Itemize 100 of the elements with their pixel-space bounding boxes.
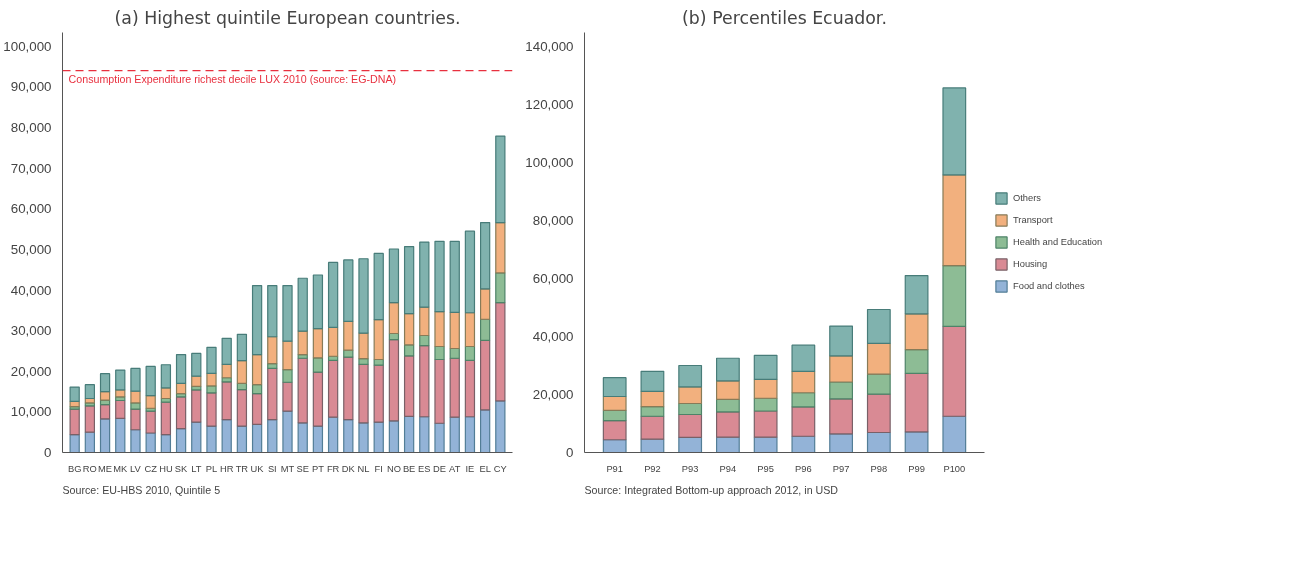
- bar: [479, 318, 491, 341]
- bar: [236, 360, 248, 385]
- bar: [829, 398, 854, 435]
- bar: [282, 340, 293, 371]
- bar: [715, 357, 740, 382]
- x-tick-label: EL: [479, 463, 491, 474]
- bar: [206, 392, 217, 427]
- x-tick-label: SI: [267, 463, 277, 474]
- bar: [297, 330, 308, 356]
- bar: [791, 344, 816, 372]
- bar: [403, 415, 415, 453]
- y-tick-label: 100,000: [3, 38, 52, 54]
- bar: [942, 265, 967, 327]
- x-tick-label: PL: [205, 463, 218, 474]
- bar: [434, 358, 445, 424]
- bar: [464, 230, 476, 314]
- bar: [343, 349, 354, 358]
- bar: [145, 365, 156, 397]
- bar: [327, 326, 339, 357]
- bar: [866, 373, 891, 395]
- y-tick-label: 60,000: [10, 201, 52, 217]
- x-tick-label: P94: [719, 463, 737, 474]
- bar: [221, 337, 232, 365]
- x-tick-label: P95: [757, 463, 774, 474]
- bar: [388, 338, 400, 422]
- bar: [175, 427, 187, 453]
- bar: [479, 288, 491, 320]
- y-tick-label: 0: [44, 445, 52, 460]
- bar: [419, 334, 430, 347]
- bar: [343, 419, 354, 453]
- bar: [358, 258, 369, 334]
- bar: [99, 390, 111, 401]
- bar: [464, 312, 476, 348]
- bar: [640, 370, 665, 392]
- bar: [602, 419, 627, 441]
- x-tick-label: AT: [449, 463, 461, 474]
- bar: [678, 364, 703, 388]
- bar: [678, 386, 703, 405]
- bar: [388, 420, 400, 453]
- y-tick-label: 40,000: [10, 282, 52, 298]
- bar: [449, 311, 460, 350]
- bar: [866, 308, 891, 345]
- bar: [251, 423, 263, 453]
- bar: [753, 354, 778, 381]
- y-tick-label: 60,000: [532, 270, 574, 286]
- bar: [358, 332, 369, 360]
- bar: [753, 378, 778, 399]
- bar: [373, 364, 384, 423]
- bar: [251, 393, 263, 426]
- bar: [403, 355, 415, 417]
- x-tick-label: FR: [326, 463, 340, 474]
- bar: [206, 346, 217, 374]
- bar: [678, 402, 703, 416]
- bar: [602, 395, 627, 412]
- bar: [221, 419, 232, 453]
- bar: [791, 406, 816, 437]
- bar: [145, 432, 156, 453]
- bar: [678, 413, 703, 439]
- bar: [753, 410, 778, 438]
- bar: [449, 357, 460, 418]
- bar: [373, 319, 384, 361]
- bar: [464, 416, 476, 453]
- bar: [312, 425, 324, 453]
- bar: [464, 359, 476, 418]
- bar: [69, 386, 80, 402]
- x-tick-label: PT: [311, 463, 325, 474]
- ref-line-label: Consumption Expenditure richest decile LUX 2010 (source: EG-DNA): [68, 72, 397, 85]
- x-tick-label: HU: [159, 463, 173, 474]
- bar: [479, 339, 491, 411]
- bar: [403, 245, 415, 315]
- x-tick-label: LT: [191, 463, 202, 474]
- bar: [388, 248, 400, 304]
- bar: [495, 400, 506, 453]
- bar: [434, 240, 445, 313]
- bar: [343, 259, 354, 322]
- bar: [464, 345, 476, 361]
- bar: [191, 389, 202, 423]
- y-tick-label: 20,000: [10, 363, 52, 379]
- bar: [160, 364, 172, 389]
- bar: [495, 135, 506, 224]
- bar: [495, 272, 506, 304]
- x-tick-label: DK: [341, 463, 356, 474]
- x-tick-label: BG: [67, 463, 82, 474]
- y-tick-label: 20,000: [532, 386, 574, 402]
- x-tick-label: BE: [402, 463, 416, 474]
- bar: [282, 410, 293, 453]
- bar: [829, 433, 854, 453]
- y-tick-label: 40,000: [532, 328, 574, 344]
- legend-label: Housing: [1013, 259, 1048, 269]
- bar: [715, 411, 740, 438]
- bar: [715, 380, 740, 401]
- x-tick-label: P93: [681, 463, 699, 474]
- bar: [282, 369, 293, 383]
- y-tick-label: 10,000: [10, 404, 52, 420]
- bar: [267, 419, 278, 453]
- y-tick-label: 0: [566, 445, 574, 460]
- bar: [267, 284, 278, 338]
- bar: [145, 395, 156, 409]
- source-note: Source: EU-HBS 2010, Quintile 5: [62, 483, 221, 496]
- y-tick-label: 90,000: [10, 79, 52, 95]
